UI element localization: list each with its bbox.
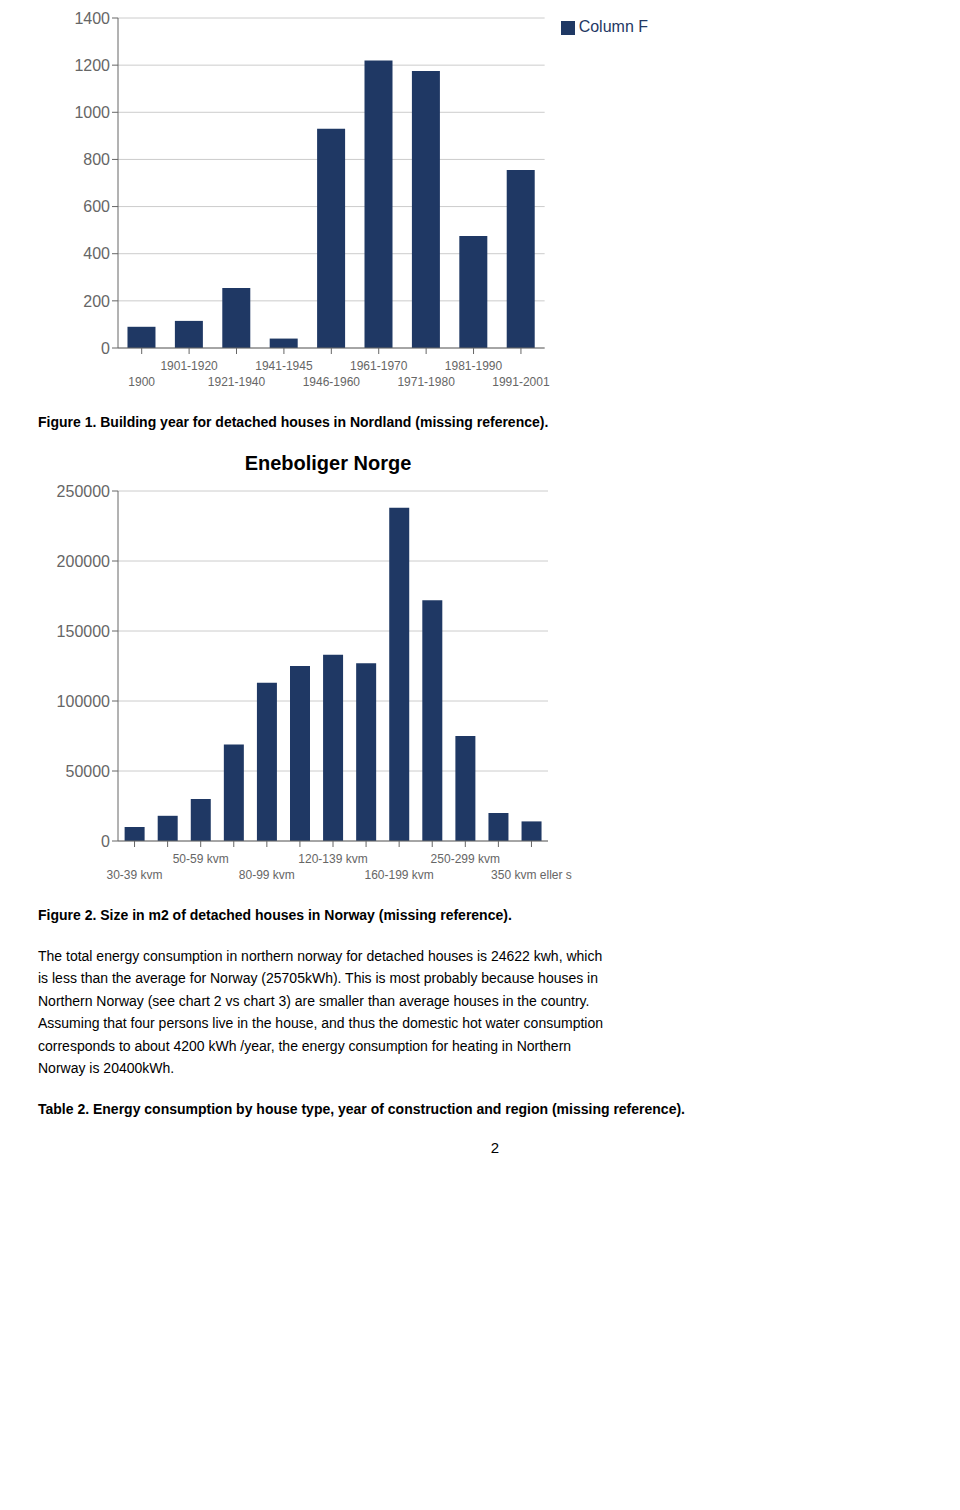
svg-text:250000: 250000 xyxy=(57,483,110,500)
svg-text:0: 0 xyxy=(101,340,110,357)
svg-text:1991-2001: 1991-2001 xyxy=(492,375,550,389)
html-text:2: 2 xyxy=(490,1139,500,1157)
svg-text:1400: 1400 xyxy=(74,10,110,27)
svg-text:1961-1970: 1961-1970 xyxy=(350,359,408,373)
svg-text:1941-1945: 1941-1945 xyxy=(255,359,313,373)
svg-text:1900: 1900 xyxy=(128,375,155,389)
svg-text:400: 400 xyxy=(83,245,110,262)
html-text:Norway is 20400kWh.: Norway is 20400kWh. xyxy=(38,1060,175,1076)
html-text:Eneboliger Norge: Eneboliger Norge xyxy=(244,452,412,474)
svg-text:50000: 50000 xyxy=(66,763,111,780)
svg-text:160-199 kvm: 160-199 kvm xyxy=(364,868,433,882)
html-text:Column F: Column F xyxy=(578,18,648,35)
svg-text:30-39 kvm: 30-39 kvm xyxy=(107,868,163,882)
svg-text:350 kvm eller s: 350 kvm eller s xyxy=(491,868,572,882)
svg-text:100000: 100000 xyxy=(57,693,110,710)
svg-text:1000: 1000 xyxy=(74,104,110,121)
svg-text:1901-1920: 1901-1920 xyxy=(160,359,218,373)
svg-text:150000: 150000 xyxy=(57,623,110,640)
svg-text:0: 0 xyxy=(101,833,110,850)
html-text:Northern Norway (see chart 2 v: Northern Norway (see chart 2 vs chart 3)… xyxy=(38,992,590,1009)
svg-text:1971-1980: 1971-1980 xyxy=(397,375,455,389)
svg-text:200000: 200000 xyxy=(57,553,110,570)
svg-text:1200: 1200 xyxy=(74,57,110,74)
svg-text:120-139 kvm: 120-139 kvm xyxy=(298,852,367,866)
svg-text:800: 800 xyxy=(83,151,110,168)
svg-text:600: 600 xyxy=(83,198,110,215)
svg-text:200: 200 xyxy=(83,293,110,310)
svg-text:80-99 kvm: 80-99 kvm xyxy=(239,868,295,882)
svg-text:1921-1940: 1921-1940 xyxy=(208,375,266,389)
html-text:Figure 2. Size in m2 of detach: Figure 2. Size in m2 of detached houses … xyxy=(38,907,512,923)
html-text:Table 2. Energy consumption by: Table 2. Energy consumption by house typ… xyxy=(38,1101,685,1118)
html-text:corresponds to about 4200 kWh: corresponds to about 4200 kWh /year, the… xyxy=(38,1037,572,1054)
html-text:Assuming that four persons liv: Assuming that four persons live in the h… xyxy=(38,1015,603,1032)
svg-text:250-299 kvm: 250-299 kvm xyxy=(431,852,500,866)
html-text:Figure 1. Building year for de: Figure 1. Building year for detached hou… xyxy=(38,414,549,430)
svg-text:1981-1990: 1981-1990 xyxy=(445,359,503,373)
html-text:The total energy consumption i: The total energy consumption in northern… xyxy=(38,948,603,964)
svg-text:1946-1960: 1946-1960 xyxy=(303,375,361,389)
svg-text:50-59 kvm: 50-59 kvm xyxy=(173,852,229,866)
html-text:is less than the average for N: is less than the average for Norway (257… xyxy=(38,970,598,987)
